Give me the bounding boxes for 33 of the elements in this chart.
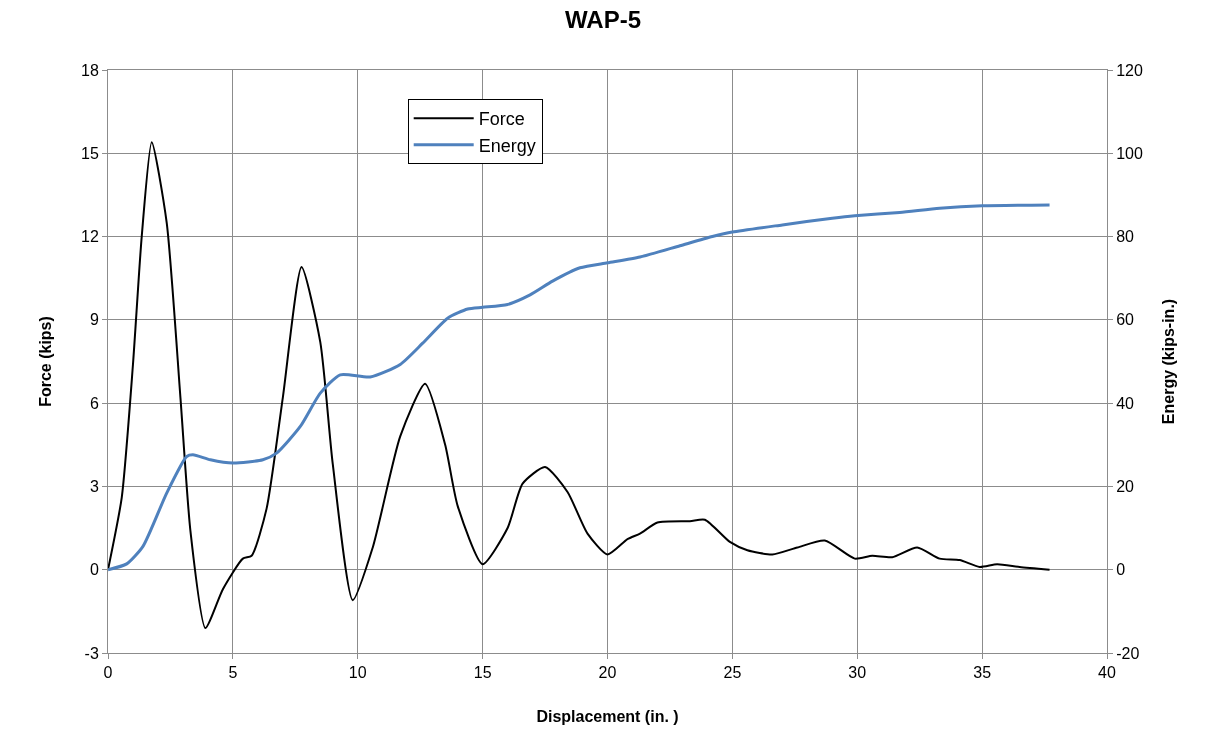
y-tick-label: 0	[89, 561, 99, 579]
y-tick-label: 9	[89, 311, 99, 329]
y2-tick-label: -20	[1116, 644, 1140, 662]
y-tick-label: 12	[81, 228, 99, 246]
legend-label: Energy	[478, 135, 536, 156]
x-tick-label: 10	[348, 664, 367, 682]
y2-tick-label: 60	[1116, 311, 1135, 329]
x-tick-label: 20	[598, 664, 617, 682]
y-tick-label: 3	[89, 478, 99, 496]
y2-tick-label: 80	[1116, 228, 1135, 246]
y2-tick-label: 120	[1116, 61, 1143, 79]
x-tick-label: 15	[473, 664, 492, 682]
x-tick-label: 25	[723, 664, 742, 682]
x-tick-label: 40	[1098, 664, 1116, 682]
x-axis-title: Displacement (in. )	[536, 707, 679, 725]
chart-title: WAP-5	[564, 5, 642, 33]
line-series	[108, 203, 1052, 572]
line-series	[108, 141, 1051, 630]
y2-tick-label: 40	[1116, 394, 1135, 412]
y-tick-label: -3	[84, 644, 99, 662]
y-tick-label: 15	[81, 144, 99, 162]
legend-label: Force	[478, 109, 525, 130]
y2-tick-label: 0	[1116, 561, 1126, 579]
x-tick-label: 0	[103, 664, 113, 682]
y2-tick-label: 20	[1116, 478, 1135, 496]
y-axis-title: Force (kips)	[36, 316, 54, 407]
y2-axis-title: Energy (kips-in.)	[1159, 298, 1177, 425]
y-tick-label: 18	[81, 61, 99, 79]
x-tick-label: 5	[228, 664, 238, 682]
x-tick-label: 35	[973, 664, 992, 682]
y2-tick-label: 100	[1116, 144, 1143, 162]
y-tick-label: 6	[89, 394, 99, 412]
x-tick-label: 30	[848, 664, 867, 682]
